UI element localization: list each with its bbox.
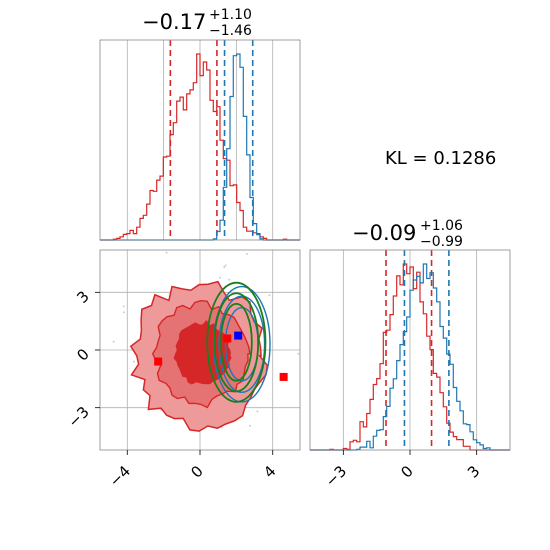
scatter-sample-point: [224, 264, 227, 267]
histogram-series-2: [310, 263, 510, 451]
green-contour-3: [220, 302, 253, 382]
scatter-sample-point: [112, 340, 115, 343]
panel-x2-title-sup: +1.06: [420, 218, 463, 234]
point-marker: [279, 372, 288, 381]
y-tick-label: 0: [73, 345, 92, 364]
scatter-sample-point: [219, 276, 222, 279]
x-tick-label: 0: [187, 462, 206, 481]
point-marker: [154, 357, 163, 366]
x-tick-label: 4: [260, 462, 279, 481]
panel-x1-title-sup: +1.10: [209, 7, 252, 23]
scatter-sample-point: [297, 352, 300, 355]
scatter-sample-point: [248, 424, 251, 427]
scatter-sample-point: [256, 410, 259, 413]
x-tick-label: −3: [322, 462, 350, 490]
point-marker: [223, 334, 232, 343]
y-tick-label: 3: [73, 287, 92, 306]
scatter-sample-point: [122, 311, 125, 314]
histogram-x2: −3 0 3: [309, 249, 511, 490]
panel-x1-title-sub: −1.46: [209, 23, 252, 39]
panel-x2-title-value: −0.09: [352, 221, 417, 245]
green-contour-2: [213, 292, 260, 393]
scatter-sample-point: [228, 278, 231, 281]
scatter-sample-point: [223, 265, 226, 268]
scatter-sample-point: [245, 252, 248, 255]
y-tick-label: −3: [64, 403, 92, 431]
point-marker: [234, 331, 243, 340]
x-tick-label: −4: [106, 462, 134, 490]
scatter-sample-point: [122, 305, 125, 308]
panel-frame: [99, 39, 301, 241]
scatter-sample-point: [132, 360, 135, 363]
blue-contour-1: [212, 285, 271, 403]
panel-x2-title: −0.09: [352, 221, 416, 245]
scatter-x1-x2: −4 0 4 −3 0 3: [64, 249, 301, 490]
kl-divergence-label: KL = 0.1286: [385, 148, 497, 169]
x-tick-label: 3: [464, 462, 483, 481]
scatter-sample-point: [268, 294, 271, 297]
x-tick-label: 0: [397, 462, 416, 481]
panel-x1-title: −0.17: [142, 10, 206, 34]
histogram-x1: [99, 39, 301, 241]
panel-x1-title-value: −0.17: [142, 10, 207, 34]
scatter-sample-point: [165, 251, 168, 254]
green-contour-1: [206, 281, 267, 403]
panel-x2-title-sub: −0.99: [420, 234, 463, 250]
